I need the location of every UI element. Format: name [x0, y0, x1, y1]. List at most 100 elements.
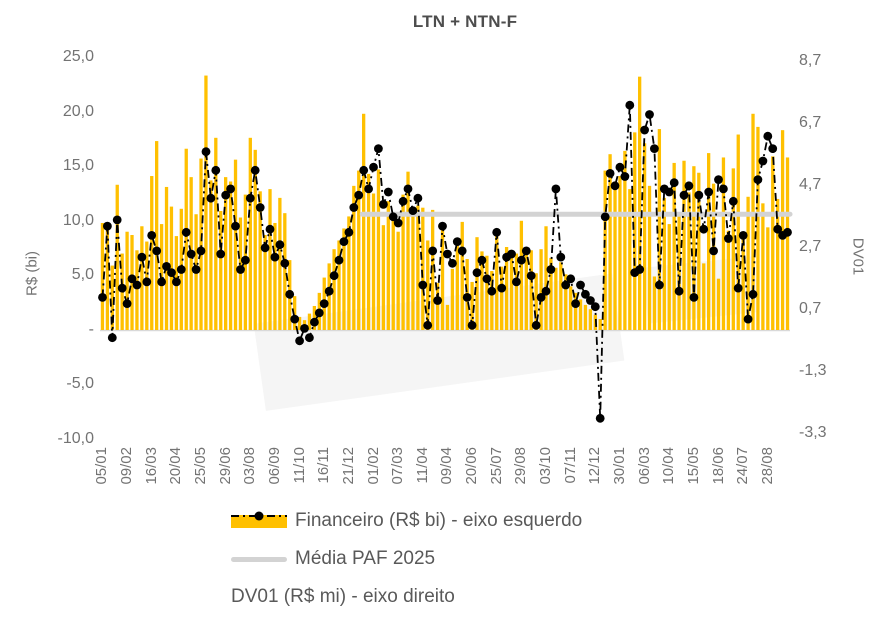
financeiro-bar — [219, 210, 223, 330]
financeiro-bar — [746, 196, 750, 330]
financeiro-bar — [761, 203, 765, 330]
dv01-point — [600, 212, 610, 222]
left-tick-label: -10,0 — [57, 430, 94, 447]
financeiro-bar — [450, 268, 455, 330]
financeiro-bar — [337, 240, 341, 330]
dv01-point — [186, 249, 196, 259]
financeiro-bar — [362, 113, 366, 330]
financeiro-bar — [588, 309, 593, 330]
dv01-point — [314, 308, 324, 318]
financeiro-bar — [297, 316, 302, 330]
dv01-point — [300, 324, 309, 333]
dv01-point — [418, 280, 428, 290]
financeiro-bar — [199, 158, 203, 330]
financeiro-bar — [514, 253, 519, 330]
dv01-point — [433, 296, 442, 305]
financeiro-bar — [618, 176, 622, 330]
financeiro-bar — [391, 218, 395, 330]
financeiro-bar — [293, 296, 297, 330]
financeiro-bar — [766, 227, 770, 330]
financeiro-bar — [150, 176, 154, 330]
dv01-point — [142, 277, 152, 287]
financeiro-bar — [578, 299, 583, 330]
dv01-point — [497, 283, 507, 293]
dv01-point — [477, 255, 487, 265]
financeiro-bar — [485, 255, 489, 330]
dv01-point — [383, 187, 393, 197]
financeiro-bar — [647, 185, 652, 330]
financeiro-bar — [707, 153, 711, 330]
dv01-point — [329, 271, 339, 281]
dv01-point — [255, 203, 265, 212]
dv01-point — [689, 293, 699, 302]
financeiro-bar — [509, 257, 514, 330]
dv01-point — [127, 274, 137, 284]
x-tick-label: 29/06 — [217, 447, 234, 485]
financeiro-bar — [386, 201, 390, 330]
dv01-point — [571, 299, 580, 308]
dv01-point — [669, 178, 679, 188]
dv01-point — [305, 333, 314, 343]
financeiro-bar — [376, 169, 381, 330]
dv01-point — [369, 162, 378, 172]
financeiro-bar — [657, 129, 662, 330]
financeiro-bar — [224, 177, 228, 330]
dv01-point — [280, 258, 290, 268]
media-swatch-icon — [231, 556, 287, 562]
financeiro-bar — [780, 130, 785, 330]
dv01-point — [354, 190, 364, 200]
dv01-point — [181, 227, 191, 237]
dv01-point — [457, 246, 467, 256]
financeiro-bar — [534, 273, 538, 330]
financeiro-bar — [549, 257, 553, 330]
dv01-point — [167, 268, 176, 277]
dv01-point — [635, 265, 645, 274]
dv01-point — [250, 165, 260, 175]
financeiro-bar — [406, 171, 410, 330]
dv01-point — [783, 227, 792, 237]
dv01-point — [295, 336, 304, 346]
x-tick-label: 16/11 — [315, 447, 332, 484]
dv01-line — [98, 100, 792, 423]
financeiro-bar — [603, 170, 607, 330]
legend-item-financeiro: Financeiro (R$ bi) - eixo esquerdo — [231, 508, 582, 534]
dv01-point — [768, 144, 778, 154]
dv01-point — [462, 293, 472, 302]
financeiro-bar — [278, 197, 282, 330]
financeiro-bar — [105, 227, 110, 330]
dv01-point — [319, 299, 329, 308]
dv01-point — [664, 187, 674, 197]
financeiro-bar — [529, 250, 533, 330]
dv01-point — [226, 184, 236, 194]
financeiro-bar — [583, 304, 588, 330]
dv01-point — [487, 286, 497, 296]
financeiro-bar — [421, 207, 425, 330]
legend-item-media: Média PAF 2025 — [231, 546, 582, 572]
x-tick-label: 21/12 — [340, 447, 357, 485]
right-tick-label: 2,7 — [799, 238, 822, 255]
right-tick-label: 8,7 — [799, 52, 822, 69]
financeiro-bar — [500, 266, 504, 330]
financeiro-bar — [598, 319, 602, 330]
dv01-point — [137, 252, 147, 262]
financeiro-bar — [155, 141, 159, 330]
dv01-point — [201, 147, 211, 157]
dv01-point — [162, 262, 171, 271]
dv01-point — [176, 265, 186, 274]
dv01-point — [231, 221, 240, 231]
dv01-point — [724, 234, 733, 243]
x-tick-label: 01/02 — [365, 447, 382, 485]
financeiro-bar — [411, 212, 415, 330]
dv01-point — [285, 289, 295, 299]
financeiro-bar — [307, 313, 312, 330]
legend-item-dv01: DV01 (R$ mi) - eixo direito — [231, 511, 582, 610]
dv01-point — [679, 190, 689, 200]
x-tick-label: 20/04 — [167, 447, 184, 485]
right-tick-label: -1,3 — [799, 362, 827, 379]
financeiro-bar — [692, 166, 696, 330]
financeiro-bar — [460, 221, 464, 330]
financeiro-bar — [711, 183, 716, 330]
financeiro-bar — [253, 149, 257, 330]
dv01-point — [758, 156, 768, 166]
dv01-point — [507, 249, 516, 259]
